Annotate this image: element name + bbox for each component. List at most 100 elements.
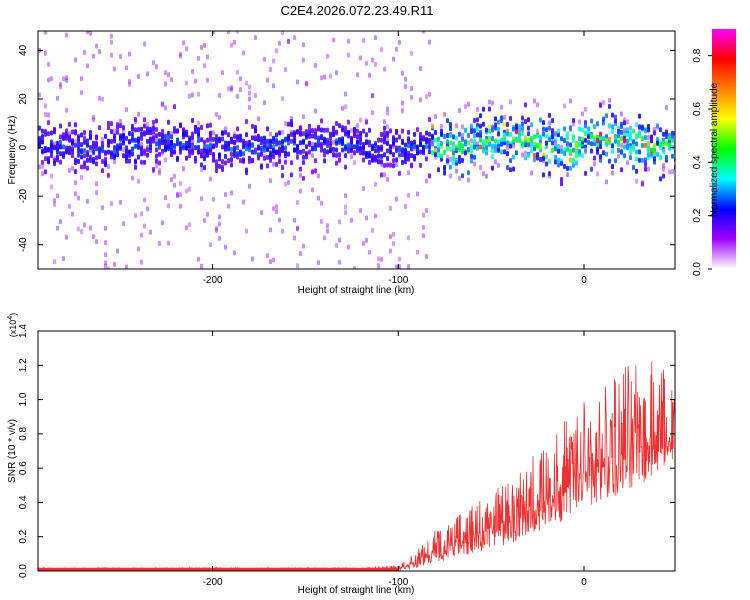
heatmap-cell: [611, 164, 614, 170]
heatmap-cell: [122, 125, 125, 131]
heatmap-cell: [332, 152, 335, 158]
heatmap-cell: [230, 42, 233, 48]
heatmap-cell: [41, 134, 44, 140]
heatmap-cell: [134, 164, 137, 170]
heatmap-cell: [236, 154, 239, 160]
heatmap-cell: [365, 132, 368, 138]
heatmap-cell: [275, 209, 278, 215]
heatmap-cell: [296, 225, 299, 231]
heatmap-cell: [53, 156, 56, 162]
heatmap-cell: [608, 103, 611, 109]
heatmap-cell: [197, 91, 200, 97]
heatmap-cell: [650, 151, 653, 157]
heatmap-cell: [200, 167, 203, 173]
heatmap-cell: [137, 246, 140, 252]
heatmap-cell: [353, 131, 356, 137]
heatmap-cell: [407, 170, 410, 176]
heatmap-cell: [38, 92, 41, 98]
heatmap-cell: [107, 172, 110, 178]
heatmap-cell: [140, 259, 143, 265]
heatmap-cell: [53, 127, 56, 133]
heatmap-cell: [182, 145, 185, 151]
heatmap-cell: [152, 167, 155, 173]
heatmap-cell: [239, 133, 242, 139]
heatmap-cell: [620, 124, 623, 130]
heatmap-cell: [662, 141, 665, 147]
heatmap-cell: [116, 125, 119, 131]
heatmap-cell: [143, 123, 146, 129]
heatmap-cell: [269, 178, 272, 184]
heatmap-cell: [428, 116, 431, 122]
heatmap-cell: [50, 76, 53, 82]
heatmap-cell: [461, 136, 464, 142]
heatmap-cell: [365, 153, 368, 159]
heatmap-cell: [509, 158, 512, 164]
heatmap-cell: [158, 144, 161, 150]
heatmap-cell: [284, 181, 287, 187]
heatmap-cell: [590, 118, 593, 124]
heatmap-cell: [254, 35, 257, 41]
heatmap-cell: [158, 151, 161, 157]
heatmap-cell: [380, 161, 383, 167]
heatmap-cell: [599, 144, 602, 150]
heatmap-cell: [662, 173, 665, 179]
heatmap-cell: [548, 125, 551, 131]
heatmap-cell: [41, 159, 44, 165]
heatmap-cell: [335, 120, 338, 126]
heatmap-cell: [623, 120, 626, 126]
heatmap-cell: [83, 148, 86, 154]
heatmap-cell: [191, 68, 194, 74]
heatmap-cell: [155, 127, 158, 133]
heatmap-cell: [107, 149, 110, 155]
heatmap-cell: [569, 165, 572, 171]
heatmap-cell: [203, 63, 206, 69]
heatmap-cell: [146, 144, 149, 150]
heatmap-cell: [506, 140, 509, 146]
heatmap-cell: [446, 133, 449, 139]
heatmap-cell: [278, 140, 281, 146]
heatmap-cell: [47, 112, 50, 118]
heatmap-cell: [356, 128, 359, 134]
heatmap-cell: [455, 157, 458, 163]
heatmap-cell: [452, 150, 455, 156]
heatmap-cell: [68, 121, 71, 127]
heatmap-cell: [95, 161, 98, 167]
heatmap-cell: [197, 131, 200, 137]
heatmap-cell: [398, 152, 401, 158]
heatmap-cell: [497, 131, 500, 137]
heatmap-cell: [608, 158, 611, 164]
heatmap-cell: [137, 178, 140, 184]
heatmap-cell: [647, 147, 650, 153]
heatmap-cell: [53, 201, 56, 207]
heatmap-cell: [548, 171, 551, 177]
heatmap-cell: [290, 122, 293, 128]
heatmap-cell: [242, 157, 245, 163]
heatmap-cell: [185, 145, 188, 151]
heatmap-cell: [170, 152, 173, 158]
svg-text:(x104): (x104): [7, 313, 18, 337]
heatmap-cell: [44, 31, 47, 35]
heatmap-cell: [272, 148, 275, 154]
heatmap-cell: [107, 125, 110, 131]
heatmap-cell: [305, 144, 308, 150]
heatmap-cell: [500, 104, 503, 110]
heatmap-cell: [392, 152, 395, 158]
heatmap-cell: [107, 266, 110, 269]
heatmap-cell: [302, 42, 305, 48]
heatmap-cell: [668, 135, 671, 141]
heatmap-cell: [635, 141, 638, 147]
heatmap-cell: [179, 192, 182, 198]
heatmap-cell: [266, 142, 269, 148]
snr-scale-prefix: (x10: [8, 320, 18, 338]
heatmap-cell: [449, 173, 452, 179]
heatmap-cell: [590, 166, 593, 172]
heatmap-cell: [272, 257, 275, 263]
heatmap-cell: [533, 157, 536, 163]
heatmap-cell: [128, 149, 131, 155]
heatmap-cell: [497, 119, 500, 125]
heatmap-cell: [248, 84, 251, 90]
heatmap-cell: [191, 150, 194, 156]
heatmap-cell: [185, 80, 188, 86]
heatmap-cell: [95, 140, 98, 146]
